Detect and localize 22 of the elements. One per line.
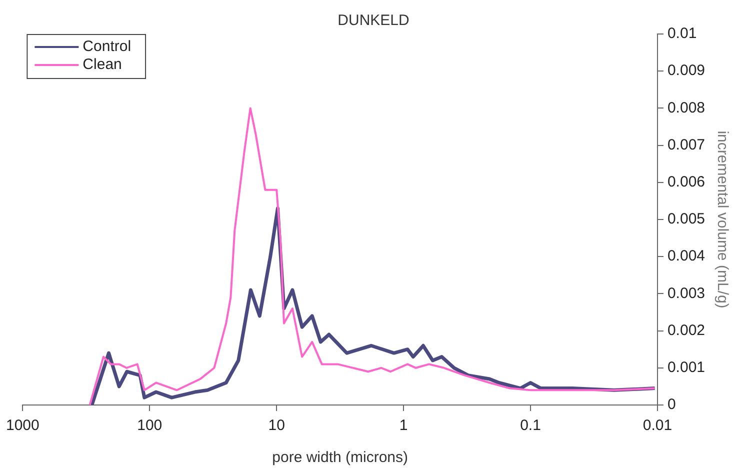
y-tick-label: 0.004 bbox=[667, 248, 706, 265]
chart-title: DUNKELD bbox=[338, 12, 410, 30]
x-tick-label: 1000 bbox=[6, 417, 40, 434]
y-tick-label: 0.002 bbox=[667, 322, 706, 339]
legend-label: Clean bbox=[82, 56, 122, 74]
x-tick-label: 0.01 bbox=[642, 417, 672, 434]
x-tick-label: 10 bbox=[268, 417, 285, 434]
x-tick-label: 100 bbox=[137, 417, 162, 434]
y-tick-label: 0.008 bbox=[667, 99, 706, 116]
x-tick-label: 1 bbox=[399, 417, 408, 434]
y-tick-label: 0 bbox=[667, 396, 676, 414]
x-axis-title: pore width (microns) bbox=[272, 449, 408, 466]
x-tick-label: 0.1 bbox=[520, 417, 541, 434]
y-tick-label: 0.001 bbox=[667, 359, 706, 376]
y-tick-label: 0.003 bbox=[667, 284, 706, 302]
y-axis-title: incremental volume (mL/g) bbox=[714, 130, 731, 308]
y-tick-label: 0.006 bbox=[667, 174, 706, 191]
y-tick-label: 0.01 bbox=[667, 25, 697, 42]
y-tick-label: 0.009 bbox=[667, 62, 706, 80]
legend-label: Control bbox=[82, 38, 132, 56]
y-tick-label: 0.005 bbox=[667, 210, 706, 228]
y-tick-label: 0.007 bbox=[667, 136, 706, 154]
